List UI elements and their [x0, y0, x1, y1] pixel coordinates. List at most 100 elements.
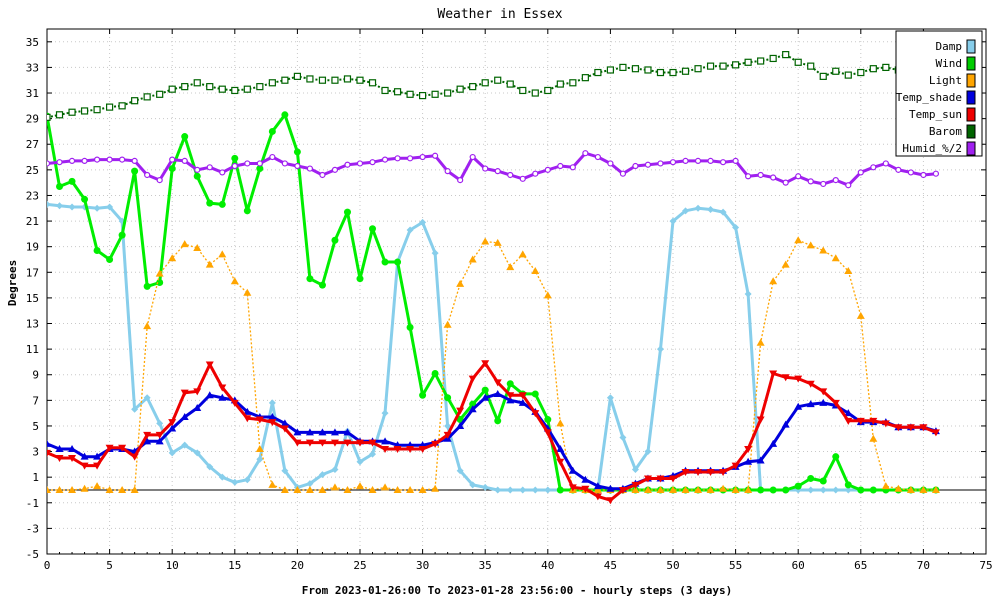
data-point-barom — [656, 68, 665, 77]
data-point-wind — [757, 486, 765, 494]
data-point-wind — [794, 482, 802, 490]
data-point-temp-shade — [93, 452, 102, 460]
data-point-temp-shade — [305, 428, 314, 436]
data-point-damp — [168, 449, 176, 457]
data-point-wind — [68, 177, 76, 185]
data-point-barom — [594, 68, 602, 77]
y-tick-label: -3 — [26, 522, 39, 535]
data-point-humid-2 — [244, 160, 251, 167]
data-point-temp-sun — [894, 424, 903, 432]
series-layer — [47, 51, 940, 505]
data-point-light — [719, 484, 728, 492]
data-point-temp-shade — [318, 428, 327, 436]
y-tick-label: 33 — [26, 61, 39, 74]
y-tick-label: 19 — [26, 241, 39, 254]
data-point-temp-shade — [280, 419, 289, 427]
data-point-temp-shade — [243, 407, 252, 415]
data-point-temp-shade — [556, 445, 565, 452]
legend-swatch-humid-2 — [966, 141, 976, 156]
data-point-temp-sun — [869, 417, 878, 425]
data-point-barom — [343, 75, 352, 83]
data-point-temp-sun — [906, 424, 915, 432]
data-point-temp-sun — [130, 453, 139, 461]
legend-label-light: Light — [929, 74, 962, 87]
data-point-humid-2 — [857, 169, 864, 176]
data-point-barom — [481, 79, 489, 87]
data-point-wind — [506, 380, 514, 388]
data-point-wind — [256, 165, 264, 173]
data-point-damp — [231, 478, 239, 486]
data-point-temp-sun — [744, 446, 753, 453]
data-point-humid-2 — [231, 162, 238, 170]
data-point-temp-sun — [794, 375, 803, 383]
y-tick-label: 7 — [32, 394, 39, 407]
data-point-damp — [143, 394, 151, 402]
data-point-light — [293, 485, 302, 493]
data-point-barom — [231, 86, 239, 95]
axes: 0 5 10 15 20 25 30 35 40 45 50 55 60 65 70 75-5-3-11357… — [26, 28, 993, 572]
data-point-humid-2 — [406, 155, 414, 162]
data-point-humid-2 — [870, 164, 877, 171]
data-point-wind — [769, 486, 777, 494]
x-tick-label: 25 — [353, 559, 366, 572]
data-point-damp — [481, 483, 489, 491]
data-point-barom — [807, 62, 815, 70]
data-point-damp — [606, 394, 614, 402]
data-point-temp-sun — [931, 429, 940, 437]
data-point-light — [280, 485, 289, 493]
data-point-wind — [81, 195, 89, 203]
data-point-damp — [206, 463, 214, 471]
data-point-humid-2 — [169, 156, 176, 163]
data-point-barom — [268, 79, 276, 87]
data-point-light — [243, 288, 252, 296]
data-point-damp — [544, 486, 552, 494]
x-tick-label: 10 — [166, 559, 179, 572]
x-tick-label: 40 — [541, 559, 554, 572]
data-point-wind — [193, 172, 201, 180]
data-point-temp-sun — [218, 384, 227, 392]
data-point-humid-2 — [682, 157, 689, 164]
data-point-light — [468, 255, 477, 263]
data-point-light — [856, 311, 865, 319]
data-point-temp-shade — [518, 398, 527, 406]
data-point-temp-shade — [381, 437, 390, 445]
data-point-light — [47, 485, 51, 493]
data-point-temp-sun — [543, 429, 552, 437]
data-point-damp — [318, 471, 326, 479]
data-point-humid-2 — [294, 162, 301, 170]
data-point-damp — [519, 486, 527, 494]
data-point-damp — [669, 217, 677, 225]
data-point-barom — [218, 85, 226, 93]
data-point-barom — [243, 85, 251, 93]
data-point-light — [656, 485, 665, 493]
data-point-humid-2 — [144, 171, 151, 179]
data-point-temp-shade — [506, 396, 515, 404]
data-point-humid-2 — [319, 171, 326, 179]
data-point-damp — [656, 345, 664, 353]
data-point-light — [130, 485, 139, 493]
data-point-temp-sun — [631, 481, 640, 489]
data-point-wind — [369, 225, 377, 233]
data-point-humid-2 — [782, 179, 789, 186]
data-point-temp-sun — [180, 389, 189, 397]
data-point-light — [631, 485, 640, 493]
data-point-barom — [393, 88, 402, 96]
data-point-light — [744, 485, 753, 493]
y-tick-label: 11 — [26, 343, 39, 356]
data-point-temp-shade — [330, 428, 339, 436]
data-point-humid-2 — [444, 168, 451, 175]
data-point-humid-2 — [607, 160, 614, 167]
data-point-barom — [681, 67, 690, 75]
legend-swatch-temp-shade — [966, 90, 976, 105]
data-point-temp-shade — [756, 456, 765, 464]
data-point-damp — [93, 204, 101, 212]
data-point-light — [180, 240, 189, 248]
data-point-barom — [669, 68, 677, 77]
data-point-temp-shade — [293, 428, 302, 436]
data-point-temp-sun — [230, 399, 239, 407]
data-point-temp-sun — [606, 497, 615, 505]
x-tick-label: 20 — [291, 559, 304, 572]
data-point-temp-sun — [168, 419, 177, 427]
data-point-wind — [419, 391, 427, 399]
